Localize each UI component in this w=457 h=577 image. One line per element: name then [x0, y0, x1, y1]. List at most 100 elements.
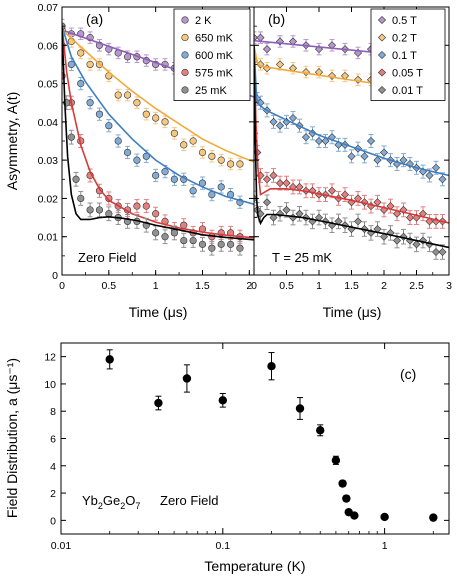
panel-a-legend-label: 25 mK	[195, 85, 227, 97]
panel-c-data-point	[331, 456, 341, 465]
panel-c-data-point	[350, 511, 359, 520]
panel-a-data-point	[133, 156, 141, 164]
panel-b-data-point	[431, 163, 441, 172]
panel-a-data-point	[152, 171, 160, 180]
panel-b-data-point	[438, 175, 447, 184]
panel-a-data-point	[77, 194, 85, 203]
panel-b-x-tick-label: 2.5	[409, 280, 424, 292]
panel-a-data-point	[236, 244, 244, 252]
panel-a-data-point	[198, 148, 207, 157]
panel-a-data-point	[161, 168, 169, 176]
panel-b-data-point	[327, 186, 337, 195]
panel-a-y-tick-label: 0.02	[38, 193, 59, 205]
panel-b-data-point	[288, 213, 298, 222]
panel-b-x-tick-label: 3	[446, 280, 452, 292]
panel-a-y-tick-label: 0.03	[38, 155, 59, 167]
panel-b-data-point	[269, 213, 278, 222]
panel-b-errorbar	[254, 31, 257, 44]
panel-a-data-point	[114, 137, 122, 145]
panel-b-plot-area	[254, 31, 449, 260]
panel-c-data-point	[342, 494, 351, 503]
panel-b-data-point	[269, 171, 278, 180]
panel-a-data-point	[217, 240, 225, 248]
panel-a-errorbar	[62, 18, 65, 34]
panel-b-x-tick-label: 1.5	[344, 280, 359, 292]
panel-b-data-point	[340, 190, 350, 199]
panel-a-data-point	[123, 148, 132, 157]
panel-c-marks	[105, 349, 438, 522]
panel-b-annotation: T = 25 mK	[272, 250, 332, 265]
panel-c-y-tick-label: 0	[50, 515, 56, 527]
panel-b-data-point	[366, 136, 376, 146]
panel-a-data-point	[152, 210, 160, 218]
panel-a-data-point	[226, 240, 235, 248]
panel-a-data-point	[170, 175, 178, 183]
panel-a-legend-label: 575 mK	[195, 68, 234, 80]
panel-a-marks	[62, 18, 254, 256]
panel-a-legend-marker	[181, 68, 189, 77]
panel-a-fit-line	[62, 29, 254, 163]
panel-b-data-point	[353, 75, 363, 84]
panel-c-data-point	[338, 479, 347, 488]
panel-b-data-point	[405, 213, 415, 222]
panel-a-y-tick-label: 0	[52, 270, 58, 282]
panel-c-x-tick-label: 0.1	[216, 540, 231, 552]
panel-b-data-point	[373, 198, 382, 207]
panel-a-fit-line	[62, 25, 254, 205]
panel-a-y-tick-label: 0.06	[38, 40, 59, 52]
panel-a-data-point	[180, 236, 188, 245]
panel-a-data-point	[95, 206, 104, 214]
panel-a-data-point	[152, 114, 160, 122]
panel-b-data-point	[431, 248, 441, 257]
panel-a-y-tick-label: 0.05	[38, 79, 59, 91]
panel-a-data-point	[161, 233, 169, 241]
panel-c-data-point	[429, 513, 438, 522]
panel-b-data-point	[262, 198, 272, 207]
panel-c-y-tick-label: 12	[44, 352, 56, 364]
panel-c-label: (c)	[400, 366, 416, 382]
panel-c-data-point	[295, 404, 305, 413]
panel-a-legend-marker	[181, 51, 189, 59]
panel-c-data-point	[316, 426, 325, 435]
panel-a-x-tick-label: 1	[153, 280, 159, 292]
panel-b-data-point	[360, 152, 369, 161]
panel-a-ticks: 0 0.5 1 1.5 200.010.020.030.040.050.060.07	[38, 2, 254, 292]
panel-c-annotation-field: Zero Field	[160, 493, 219, 508]
panel-b-legend-marker	[377, 15, 387, 25]
panel-c-y-tick-label: 10	[44, 379, 56, 391]
panel-b-data-point	[347, 152, 356, 161]
panel-b-data-point	[379, 148, 389, 157]
panel-b-data-point	[301, 133, 311, 142]
panel-a-data-point	[67, 133, 75, 141]
panel-c-data-point	[105, 355, 114, 364]
panel-a-ylabel: Asymmetry, A(t)	[4, 92, 20, 191]
panel-c-data-point	[267, 361, 276, 371]
panel-a-data-point	[105, 122, 113, 130]
panel-b: 0 0.5 1 1.5 2 2.5 3 (b) T = 25 mK Time (μs) 0.…	[251, 6, 452, 320]
panel-c-data-point	[218, 396, 228, 405]
panel-a-data-point	[180, 141, 188, 149]
panel-a-legend-label: 600 mK	[195, 50, 234, 62]
panel-a-data-point	[142, 202, 150, 210]
panel-a-legend-label: 650 mK	[195, 33, 234, 45]
panel-b-legend-label: 0.05 T	[392, 68, 423, 80]
panel-b-fit-line	[254, 45, 449, 224]
panel-a-fit-line	[62, 26, 254, 239]
panel-a-data-point	[189, 137, 197, 145]
panel-c-data-point	[380, 512, 389, 522]
panel-b-x-tick-label: 0	[251, 280, 257, 292]
panel-a-data-point	[226, 160, 235, 168]
panel-b-legend-marker	[377, 50, 387, 60]
panel-a-data-point	[170, 229, 178, 237]
panel-b-x-tick-label: 1	[316, 280, 322, 292]
panel-c-y-tick-label: 8	[50, 406, 56, 418]
panel-a-data-point	[86, 99, 94, 107]
panel-a-x-tick-label: 2	[246, 280, 252, 292]
panel-a-data-point	[142, 110, 150, 118]
panel-a-data-point	[72, 175, 80, 183]
panel-b-marks	[254, 31, 449, 260]
panel-b-legend: 0.5 T 0.2 T 0.1 T 0.05 T 0.01 T	[370, 8, 446, 101]
panel-a-label: (a)	[86, 11, 103, 27]
panel-a-data-point	[105, 194, 113, 203]
